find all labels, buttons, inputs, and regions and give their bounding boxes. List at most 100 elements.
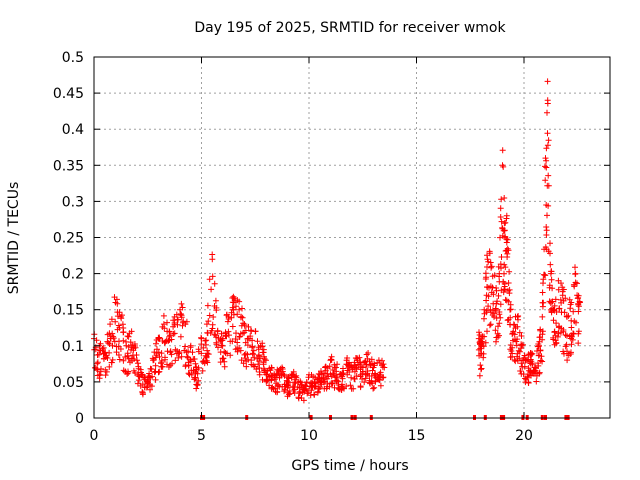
data-point (492, 305, 499, 312)
data-point (495, 292, 502, 299)
data-point (361, 379, 368, 386)
data-point (576, 299, 583, 306)
data-point (527, 356, 534, 363)
data-point (363, 364, 369, 370)
data-point (534, 343, 541, 350)
data-point (561, 309, 568, 316)
data-point (518, 333, 525, 339)
data-point (243, 363, 250, 370)
data-point (263, 371, 270, 378)
data-point (516, 329, 523, 336)
data-point (243, 358, 250, 365)
data-point (268, 385, 275, 392)
data-point (485, 293, 492, 300)
data-point (259, 349, 266, 356)
data-point (156, 335, 163, 342)
y-tick-label: 0.15 (53, 303, 84, 319)
data-point (253, 366, 260, 373)
data-point (148, 366, 155, 373)
data-point (507, 342, 514, 348)
data-point (361, 359, 368, 366)
data-point (156, 368, 163, 375)
data-point (381, 364, 388, 371)
data-point (556, 323, 563, 330)
x-tick-label: 20 (515, 428, 533, 444)
data-point (183, 318, 190, 325)
data-point (544, 142, 551, 149)
data-point (193, 385, 200, 392)
data-point (198, 335, 205, 342)
y-tick-label: 0.05 (53, 375, 84, 391)
data-point (261, 353, 267, 360)
data-point (509, 350, 516, 357)
data-point (504, 254, 511, 260)
data-point (217, 338, 224, 345)
data-point (507, 314, 514, 321)
data-point (148, 383, 155, 390)
data-point (363, 351, 370, 358)
data-point (226, 332, 232, 339)
data-point (547, 261, 554, 268)
data-point (183, 349, 190, 356)
data-point (558, 280, 564, 287)
data-point (184, 353, 191, 360)
data-point (507, 354, 514, 361)
data-point (511, 357, 518, 363)
data-point (254, 338, 261, 345)
data-point (564, 350, 571, 357)
data-point (155, 349, 162, 356)
data-point (311, 383, 318, 390)
data-point (171, 330, 178, 337)
data-point (547, 240, 553, 247)
data-point (543, 224, 550, 230)
data-point (242, 339, 249, 346)
data-point (241, 351, 248, 358)
data-point (371, 360, 378, 367)
data-point (191, 356, 198, 362)
data-point (209, 273, 216, 280)
data-point (351, 368, 358, 375)
data-point (211, 280, 218, 287)
data-point (295, 394, 302, 401)
data-point (369, 380, 376, 387)
data-point (242, 350, 249, 357)
data-point (203, 321, 210, 328)
data-point (102, 354, 109, 360)
data-point (105, 340, 112, 346)
data-point (198, 341, 205, 348)
data-point (158, 360, 164, 367)
data-point (493, 300, 500, 307)
data-point (486, 322, 493, 329)
y-axis-label: SRMTID / TECUs (6, 182, 22, 295)
data-point (314, 389, 321, 396)
data-point (248, 361, 255, 368)
data-point (539, 303, 546, 310)
data-point (290, 388, 297, 394)
data-point (107, 335, 114, 342)
data-point (376, 374, 382, 381)
data-point (225, 316, 232, 322)
data-point (114, 300, 121, 307)
data-point (202, 337, 209, 344)
data-point (120, 357, 127, 364)
data-point (190, 367, 197, 374)
data-point (94, 360, 101, 367)
data-point (178, 300, 185, 307)
data-point (350, 385, 357, 392)
data-point (97, 340, 104, 347)
data-point (542, 155, 549, 162)
data-point (274, 382, 281, 389)
data-point (115, 352, 122, 358)
data-point (221, 348, 228, 355)
data-point (210, 314, 217, 320)
data-point (203, 337, 210, 344)
data-point (543, 157, 550, 164)
data-point (478, 338, 485, 345)
data-point (532, 365, 539, 372)
y-tick-label: 0.35 (53, 158, 84, 174)
data-point (510, 328, 517, 335)
data-point (478, 365, 485, 372)
data-point (211, 303, 218, 309)
data-point (239, 305, 245, 312)
data-point (162, 338, 169, 345)
